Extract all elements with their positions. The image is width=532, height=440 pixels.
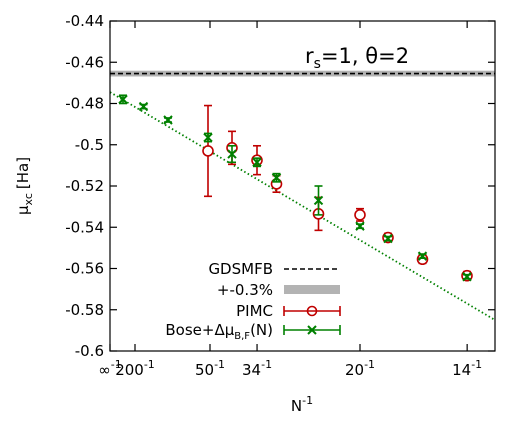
legend-label-bose-tail: (N) [250, 321, 273, 339]
data-point [271, 172, 282, 183]
data-point [202, 104, 214, 198]
legend-label-bose: Bose+ΔμB,F(N) [165, 321, 273, 342]
marker-cross [138, 101, 149, 112]
legend-swatch-band [284, 285, 340, 294]
annotation-rs-sub: s [314, 56, 321, 72]
x-tick-label: ∞-1 [98, 358, 121, 379]
legend-label-band: +-0.3% [217, 281, 273, 299]
legend-swatch-bose [283, 325, 341, 335]
data-point [252, 157, 262, 168]
y-tick-label: -0.44 [65, 12, 104, 30]
legend-label-pimc: PIMC [236, 302, 273, 320]
y-tick-label: -0.6 [75, 342, 104, 360]
y-axis-label-main: μ [14, 205, 32, 215]
y-axis-label-unit: [Ha] [14, 157, 32, 189]
legend-label-bose-sub: B,F [234, 331, 250, 342]
data-point [354, 207, 366, 222]
y-tick-label: -0.48 [65, 95, 104, 113]
legend: GDSMFB +-0.3% PIMC Bose+ΔμB,F(N) [165, 260, 341, 342]
y-tick-label: -0.46 [65, 53, 104, 71]
series-cross [118, 94, 472, 282]
marker-circle [202, 145, 214, 157]
y-tick-label: -0.54 [65, 218, 104, 236]
y-tick-label: -0.52 [65, 177, 104, 195]
y-axis-label-sub: xc [22, 193, 35, 205]
legend-label-gdsmfb: GDSMFB [208, 260, 273, 278]
legend-swatch-pimc [283, 305, 341, 317]
data-point [203, 132, 213, 143]
marker-cross [118, 94, 128, 105]
data-point [163, 115, 173, 125]
marker-cross [203, 132, 213, 143]
fit-line [110, 91, 495, 321]
marker-cross [252, 157, 262, 167]
x-axis-label-sup: -1 [302, 394, 313, 407]
tick-layer: -0.44 -0.46 -0.48 -0.5 -0.52 -0.54 -0.56 -0.58 -… [65, 12, 495, 379]
data-point [227, 144, 237, 164]
x-axis-label-main: N [291, 397, 302, 415]
data-point [138, 101, 149, 112]
data-point [383, 233, 393, 244]
marker-cross [163, 115, 173, 125]
marker-circle [354, 209, 366, 221]
x-tick-label: 200-1 [115, 358, 155, 379]
marker-cross [227, 149, 237, 159]
marker-cross [271, 173, 282, 183]
series-layer [118, 94, 473, 282]
x-tick-label: 20-1 [345, 358, 375, 379]
marker-cross [417, 251, 428, 261]
x-axis-label: N-1 [291, 394, 313, 415]
data-point [313, 185, 324, 216]
x-tick-label: 14-1 [452, 358, 482, 379]
marker-cross [383, 233, 393, 244]
data-point [417, 251, 428, 261]
x-tick-label: 50-1 [195, 358, 225, 379]
y-tick-label: -0.56 [65, 260, 104, 278]
legend-label-bose-main: Bose+Δμ [165, 321, 234, 339]
y-tick-label: -0.58 [65, 301, 104, 319]
data-point [355, 221, 365, 231]
data-point [118, 94, 128, 105]
marker-cross [462, 272, 472, 282]
annotation-rs: r [305, 44, 314, 68]
marker-cross [313, 195, 324, 206]
annotation-rest: =1, θ=2 [321, 44, 409, 68]
y-axis-label: μxc [Ha] [14, 157, 35, 215]
series-circle [202, 104, 473, 282]
x-tick-label: 34-1 [242, 358, 272, 379]
plot-frame [109, 20, 496, 352]
y-tick-label: -0.5 [75, 136, 104, 154]
marker-cross [355, 221, 365, 231]
annotation: rs=1, θ=2 [305, 44, 409, 72]
data-point [462, 272, 472, 282]
